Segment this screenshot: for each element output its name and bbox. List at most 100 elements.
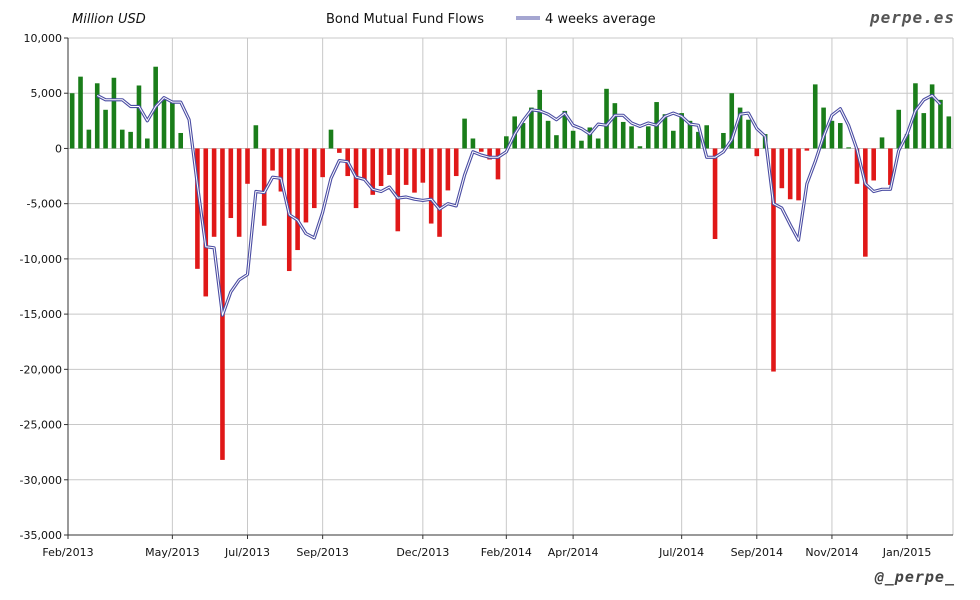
- flow-bar: [312, 148, 317, 209]
- flow-bar: [645, 126, 651, 149]
- flow-bar: [328, 129, 334, 149]
- x-tick-label: Feb/2013: [42, 546, 93, 559]
- handle-watermark: @_perpe_: [874, 568, 955, 586]
- flow-bar: [854, 148, 860, 184]
- flow-bar: [378, 148, 384, 186]
- legend-average-label: 4 weeks average: [545, 12, 656, 27]
- y-axis-ticks: 10,000 5,000 0 -5,000 -10,000 -15,000 -20,000 -…: [20, 32, 68, 542]
- flow-bar: [837, 123, 843, 149]
- flow-bar: [86, 129, 92, 149]
- flow-bar: [721, 132, 726, 149]
- flow-bar: [119, 129, 125, 149]
- brand-watermark: perpe.es: [869, 8, 955, 27]
- y-tick-label: -35,000: [20, 529, 62, 542]
- flow-bar: [453, 148, 459, 177]
- flow-bar: [696, 131, 701, 149]
- x-tick-label: Apr/2014: [548, 546, 599, 559]
- x-tick-label: Jul/2014: [658, 546, 704, 559]
- flow-bar: [195, 148, 200, 269]
- flow-bar: [520, 123, 526, 149]
- flow-bar: [562, 110, 568, 149]
- y-tick-label: 0: [55, 142, 62, 155]
- average-line-group: [96, 93, 942, 317]
- flow-bar: [620, 121, 626, 149]
- flow-bar: [103, 109, 108, 149]
- flow-bar: [303, 148, 309, 223]
- flow-bar: [245, 148, 250, 184]
- flow-bar: [779, 148, 785, 189]
- flow-bar: [804, 148, 810, 151]
- flow-bar: [428, 148, 434, 224]
- x-tick-label: Jul/2013: [224, 546, 270, 559]
- flow-bar: [812, 84, 818, 149]
- flow-bar: [771, 148, 776, 372]
- flow-bar: [896, 109, 902, 149]
- flow-bar: [170, 102, 175, 149]
- x-tick-label: Sep/2014: [731, 546, 783, 559]
- y-tick-label: -15,000: [20, 308, 62, 321]
- flow-bar: [487, 148, 492, 160]
- flow-bar: [921, 113, 927, 149]
- flow-bar: [228, 148, 234, 219]
- flow-bar: [671, 130, 676, 149]
- flow-bar: [787, 148, 793, 200]
- flow-bar: [253, 125, 259, 149]
- y-tick-label: -20,000: [20, 363, 62, 376]
- flow-bar: [412, 148, 417, 193]
- flow-bar: [662, 114, 668, 149]
- x-axis-ticks: Feb/2013 May/2013 Jul/2013 Sep/2013 Dec/2013…: [42, 535, 931, 559]
- flow-bar: [913, 83, 918, 149]
- flow-bar: [537, 89, 543, 149]
- flow-bar: [362, 148, 367, 181]
- y-tick-label: 5,000: [31, 87, 63, 100]
- flow-bar: [846, 147, 851, 149]
- flow-bar: [821, 107, 826, 149]
- x-tick-label: Sep/2013: [296, 546, 348, 559]
- flow-bar: [863, 148, 868, 257]
- flow-bar: [829, 120, 835, 149]
- flow-bar: [470, 138, 476, 149]
- legend: 4 weeks average: [516, 12, 656, 27]
- flow-bar: [203, 148, 209, 297]
- unit-label: Million USD: [72, 12, 146, 27]
- flow-bar: [387, 148, 392, 175]
- flow-bar: [504, 136, 509, 149]
- flow-bar: [629, 126, 634, 149]
- flow-bar: [403, 148, 409, 185]
- flow-bar: [111, 77, 117, 149]
- flow-bar: [370, 148, 376, 195]
- flow-bar: [679, 113, 684, 149]
- flow-bar: [587, 127, 593, 149]
- flow-bar: [337, 148, 342, 153]
- flow-bar: [687, 120, 693, 149]
- flow-bar: [278, 148, 284, 192]
- flow-bar: [69, 93, 75, 149]
- flow-bar: [295, 148, 300, 251]
- x-tick-label: Jan/2015: [882, 546, 932, 559]
- flow-bar: [495, 148, 501, 180]
- flow-bar: [946, 116, 952, 149]
- flow-bar: [395, 148, 401, 232]
- x-tick-label: Dec/2013: [396, 546, 449, 559]
- flow-bar: [888, 148, 893, 185]
- flow-bar: [437, 148, 442, 237]
- flow-bar: [554, 135, 559, 149]
- flow-bar: [94, 83, 100, 149]
- flow-bar: [712, 148, 718, 240]
- flow-bar: [595, 138, 601, 149]
- flow-bar: [570, 130, 576, 149]
- flow-bar: [612, 103, 618, 149]
- flow-bar: [529, 107, 534, 149]
- flow-bar: [545, 120, 551, 149]
- flow-bar: [420, 148, 426, 183]
- flow-bar: [871, 148, 876, 181]
- flow-bar: [462, 118, 467, 149]
- average-line-inner: [96, 94, 941, 316]
- flow-bar: [729, 93, 735, 149]
- flow-bar: [445, 148, 451, 191]
- flow-bar: [128, 131, 133, 149]
- flow-bar: [637, 146, 643, 149]
- flow-bar: [737, 107, 743, 149]
- x-tick-label: Feb/2014: [481, 546, 532, 559]
- flow-bar: [938, 99, 943, 149]
